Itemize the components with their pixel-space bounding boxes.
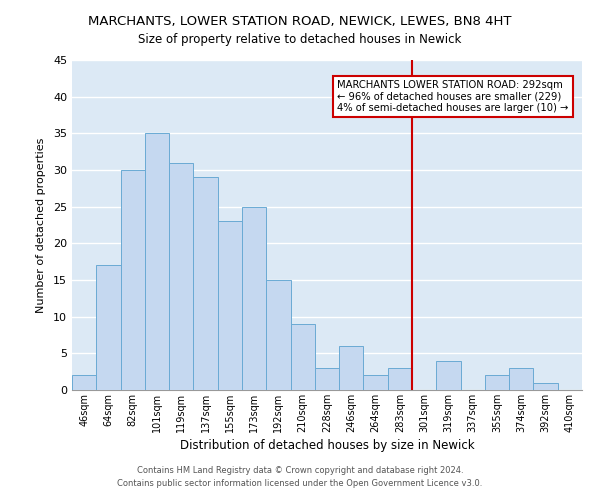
Bar xyxy=(533,382,558,390)
Bar xyxy=(193,178,218,390)
Bar xyxy=(388,368,412,390)
Bar xyxy=(145,134,169,390)
Bar xyxy=(485,376,509,390)
Y-axis label: Number of detached properties: Number of detached properties xyxy=(36,138,46,312)
Bar xyxy=(169,162,193,390)
Bar xyxy=(242,206,266,390)
Bar xyxy=(121,170,145,390)
Bar xyxy=(364,376,388,390)
Bar xyxy=(218,222,242,390)
Bar xyxy=(436,360,461,390)
Bar xyxy=(315,368,339,390)
Bar xyxy=(290,324,315,390)
X-axis label: Distribution of detached houses by size in Newick: Distribution of detached houses by size … xyxy=(179,439,475,452)
Bar xyxy=(72,376,96,390)
Bar xyxy=(509,368,533,390)
Bar xyxy=(339,346,364,390)
Text: Size of property relative to detached houses in Newick: Size of property relative to detached ho… xyxy=(139,32,461,46)
Text: MARCHANTS LOWER STATION ROAD: 292sqm
← 96% of detached houses are smaller (229)
: MARCHANTS LOWER STATION ROAD: 292sqm ← 9… xyxy=(337,80,569,113)
Bar xyxy=(96,266,121,390)
Bar xyxy=(266,280,290,390)
Text: MARCHANTS, LOWER STATION ROAD, NEWICK, LEWES, BN8 4HT: MARCHANTS, LOWER STATION ROAD, NEWICK, L… xyxy=(88,15,512,28)
Text: Contains HM Land Registry data © Crown copyright and database right 2024.
Contai: Contains HM Land Registry data © Crown c… xyxy=(118,466,482,487)
